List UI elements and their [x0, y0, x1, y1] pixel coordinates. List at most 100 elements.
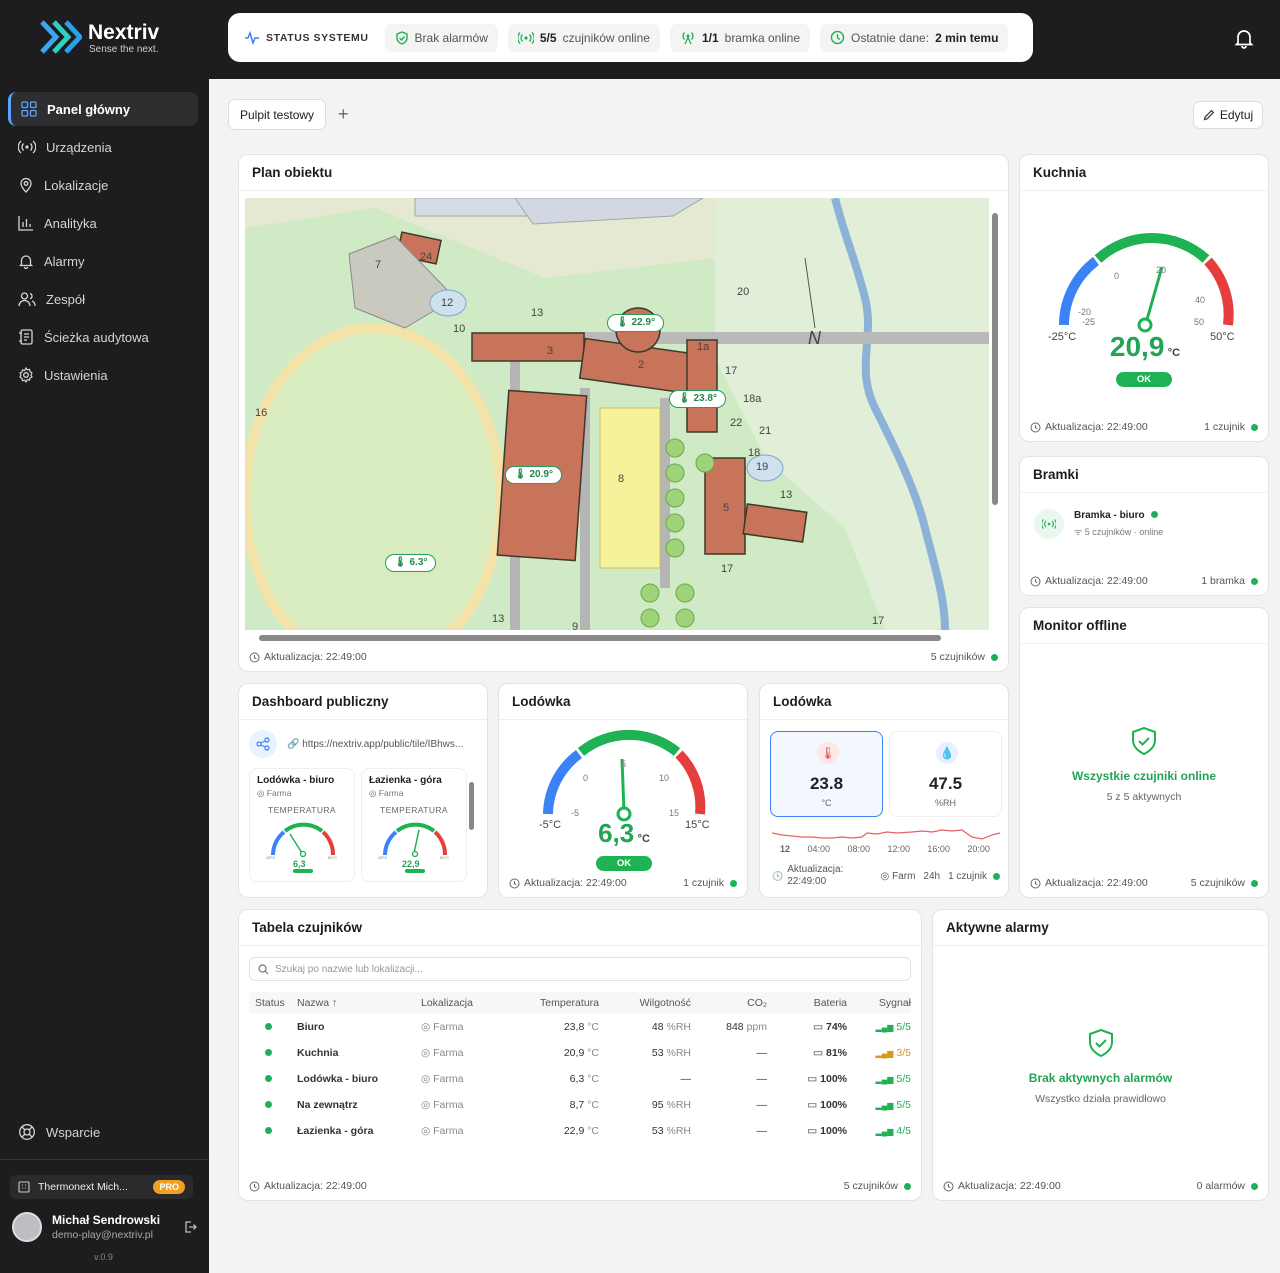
humidity-cell: 95 %RH [599, 1099, 691, 1111]
sidebar-item-support[interactable]: Wsparcie [18, 1123, 100, 1141]
status-last-data-chip[interactable]: Ostatnie dane: 2 min temu [820, 23, 1009, 52]
humidity-tile[interactable]: 💧 47.5 %RH [889, 731, 1002, 817]
tab-dashboard[interactable]: Pulpit testowy [228, 99, 327, 130]
card-footer: Aktualizacja: 22:49:00 1 czujnik [1020, 413, 1268, 441]
user-profile[interactable]: Michał Sendrowski demo-play@nextriv.pl [12, 1210, 197, 1244]
public-tile[interactable]: Łazienka - góra ◎ Farma TEMPERATURA -25°… [361, 768, 467, 882]
temperature-cell: 23,8 °C [525, 1021, 599, 1033]
card-footer: Aktualizacja: 22:49:00 5 czujników [1020, 869, 1268, 897]
update-time: Aktualizacja: 22:49:00 [264, 651, 367, 663]
card-title: Dashboard publiczny [239, 684, 487, 720]
col-co2[interactable]: CO₂ [747, 997, 767, 1009]
sidebar-item-alarms[interactable]: Alarmy [8, 244, 198, 278]
online-dot [265, 1023, 272, 1030]
org-name: Thermonext Mich... [38, 1181, 128, 1193]
search-input[interactable]: Szukaj po nazwie lub lokalizacji... [249, 957, 911, 981]
map-horizontal-scrollbar[interactable] [259, 635, 941, 641]
signal-value: 5/5 [896, 1021, 911, 1033]
col-status[interactable]: Status [255, 997, 285, 1009]
sensor-marker-value: 22.9° [631, 317, 655, 328]
public-scrollbar[interactable] [469, 782, 474, 830]
gateway-name: Bramka - biuro [1074, 510, 1145, 521]
logout-icon[interactable] [183, 1220, 197, 1234]
notifications-bell-icon[interactable] [1232, 26, 1256, 50]
status-gateway-chip[interactable]: 1/1 bramka online [669, 23, 811, 52]
gauge-tick: 10 [659, 773, 669, 783]
share-button[interactable] [249, 730, 277, 758]
col-humidity[interactable]: Wilgotność [639, 997, 691, 1009]
sidebar-item-analytics[interactable]: Analityka [8, 206, 198, 240]
update-time: Aktualizacja: 22:49:00 [264, 1180, 367, 1192]
sensor-marker[interactable]: 🌡 23.8° [669, 390, 726, 408]
org-switcher[interactable]: Thermonext Mich... PRO [10, 1175, 193, 1199]
name-cell: Łazienka - góra [297, 1125, 374, 1137]
sensor-marker[interactable]: 🌡 20.9° [505, 466, 562, 484]
sidebar-item-team[interactable]: Zespół [8, 282, 198, 316]
edit-button[interactable]: Edytuj [1193, 101, 1263, 129]
range-selector[interactable]: 24h [923, 870, 941, 882]
table-row[interactable]: Biuro ◎ Farma 23,8 °C 48 %RH 848 ppm ▭ 74% ▂▄▆… [249, 1014, 911, 1040]
col-temperature[interactable]: Temperatura [540, 997, 599, 1009]
status-cell [249, 1021, 297, 1033]
site-map[interactable]: 24 7 12 10 13 3 2 1a 17 18a 22 21 16 8 1… [245, 198, 989, 630]
map-vertical-scrollbar[interactable] [992, 213, 998, 505]
status-sensors-chip[interactable]: 5/5 czujników online [507, 23, 660, 52]
sensor-marker[interactable]: 🌡 22.9° [607, 314, 664, 332]
table-row[interactable]: Na zewnątrz ◎ Farma 8,7 °C 95 %RH — ▭ 100% ▂▄… [249, 1092, 911, 1118]
col-battery[interactable]: Bateria [813, 997, 847, 1009]
sensor-count: 5 czujników [843, 1180, 898, 1192]
table-header: Status Nazwa ↑ Lokalizacja Temperatura W… [249, 992, 911, 1014]
status-alarms-label: Brak alarmów [414, 30, 488, 45]
battery-cell: ▭ 81% [767, 1047, 847, 1059]
temperature-cell: 22,9 °C [525, 1125, 599, 1137]
sidebar-item-label: Alarmy [44, 253, 85, 269]
temperature-cell: 20,9 °C [525, 1047, 599, 1059]
map-label: 24 [420, 251, 432, 263]
map-label: 20 [737, 286, 749, 298]
public-tile[interactable]: Lodówka - biuro ◎ Farma TEMPERATURA -25°… [249, 768, 355, 882]
tile-name: Łazienka - góra [369, 775, 442, 786]
signal-cell: ▂▄▆ 3/5 [847, 1047, 911, 1059]
card-title: Bramki [1020, 457, 1268, 493]
temperature-tile[interactable]: 🌡 23.8 °C [770, 731, 883, 817]
sidebar-item-devices[interactable]: Urządzenia [8, 130, 198, 164]
signal-icon: ▂▄▆ [875, 1023, 894, 1032]
sidebar-item-audit[interactable]: Ścieżka audytowa [8, 320, 198, 354]
humidity-cell: 48 %RH [599, 1021, 691, 1033]
col-location[interactable]: Lokalizacja [421, 997, 473, 1009]
public-url-text: https://nextriv.app/public/tile/IBhws... [302, 739, 464, 750]
tile-location-text: Farma [378, 788, 404, 798]
sidebar-item-label: Urządzenia [46, 139, 112, 155]
sensor-marker[interactable]: 🌡 6.3° [385, 554, 437, 572]
temperature-cell: 6,3 °C [525, 1073, 599, 1085]
map-label: 13 [531, 307, 543, 319]
col-signal[interactable]: Sygnał [878, 997, 911, 1009]
status-alarms-chip[interactable]: Brak alarmów [384, 23, 498, 52]
co2-cell: — [691, 1099, 768, 1111]
location-text: Farma [433, 1021, 464, 1033]
gateway-sensors: 5 czujników [1084, 527, 1132, 537]
online-dot [904, 1182, 911, 1190]
offline-sub: 5 z 5 aktywnych [1106, 791, 1182, 803]
table-row[interactable]: Lodówka - biuro ◎ Farma 6,3 °C — — ▭ 100% ▂▄… [249, 1066, 911, 1092]
mini-gauge: -25°C 50°C 6,3 [265, 822, 337, 873]
brand-logo[interactable]: Nextriv Sense the next. [38, 18, 188, 58]
map-label: 9 [572, 621, 578, 630]
public-url[interactable]: 🔗 https://nextriv.app/public/tile/IBhws.… [287, 739, 464, 750]
shield-check-icon [395, 30, 408, 45]
humidity-unit: %RH [934, 798, 956, 808]
co2-value: 848 [726, 1021, 744, 1033]
sidebar-divider [0, 1159, 209, 1160]
sidebar-item-panel[interactable]: Panel główny [8, 92, 198, 126]
card-title: Lodówka [760, 684, 1008, 720]
audit-icon [19, 329, 33, 345]
sidebar-item-label: Ścieżka audytowa [44, 329, 149, 345]
table-row[interactable]: Łazienka - góra ◎ Farma 22,9 °C 53 %RH — ▭ 1… [249, 1118, 911, 1144]
sidebar-item-locations[interactable]: Lokalizacje [8, 168, 198, 202]
clock-icon [1030, 422, 1041, 432]
gateway-item[interactable]: Bramka - biuro ᯤ 5 czujników · online [1034, 509, 1163, 539]
table-row[interactable]: Kuchnia ◎ Farma 20,9 °C 53 %RH — ▭ 81% ▂▄▆ 3/… [249, 1040, 911, 1066]
sidebar-item-settings[interactable]: Ustawienia [8, 358, 198, 392]
add-tab-button[interactable]: + [338, 104, 349, 124]
col-name[interactable]: Nazwa ↑ [297, 997, 338, 1009]
